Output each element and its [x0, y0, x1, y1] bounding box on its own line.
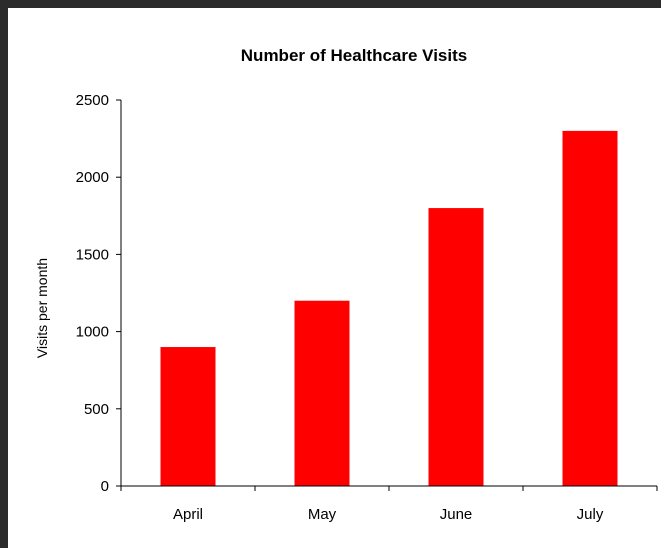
y-tick-label-2500: 2500: [76, 92, 109, 109]
bar-june: [428, 208, 484, 486]
bar-may: [294, 300, 350, 486]
x-tick-label-june: June: [440, 506, 473, 523]
y-tick-label-2000: 2000: [76, 169, 109, 186]
chart-title: Number of Healthcare Visits: [241, 46, 467, 65]
bar-july: [562, 130, 618, 486]
chart-frame: Number of Healthcare Visits Visits per m…: [8, 8, 661, 548]
y-tick-label-0: 0: [101, 478, 109, 495]
plot-area: 0 500 1000 1500 2000 2500 April May June July: [76, 92, 658, 523]
x-tick-label-july: July: [577, 506, 604, 523]
y-tick-label-1500: 1500: [76, 246, 109, 263]
x-tick-label-april: April: [173, 506, 203, 523]
x-tick-label-may: May: [308, 506, 337, 523]
bar-april: [160, 347, 216, 486]
y-tick-label-500: 500: [84, 401, 109, 418]
y-tick-label-1000: 1000: [76, 324, 109, 341]
y-axis-title: Visits per month: [34, 258, 50, 358]
bar-chart: Number of Healthcare Visits Visits per m…: [34, 46, 658, 523]
